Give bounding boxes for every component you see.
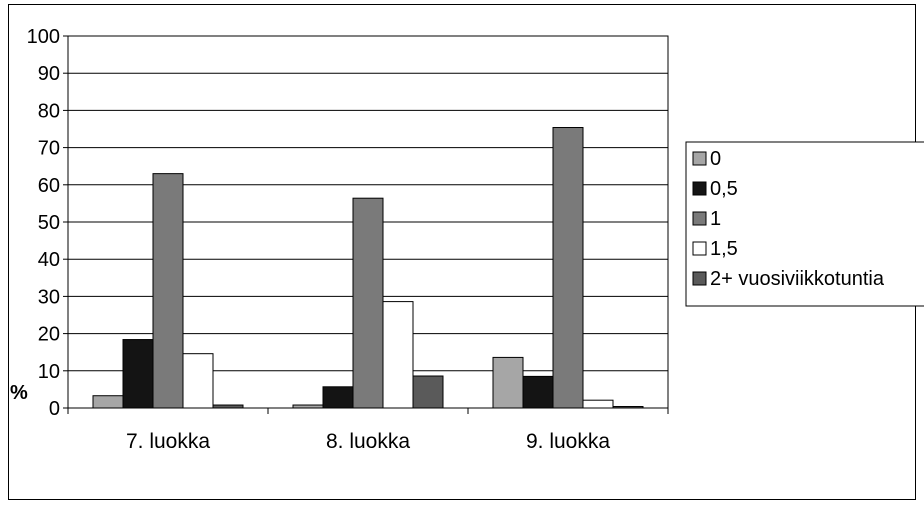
legend-box bbox=[685, 141, 924, 307]
legend-label: 1 bbox=[710, 208, 721, 230]
bar bbox=[152, 173, 184, 409]
y-tick-label: 50 bbox=[38, 212, 60, 234]
legend-swatch bbox=[692, 151, 707, 166]
y-axis-ticks: 0 10 20 30 40 50 60 70 80 90 100 bbox=[27, 26, 68, 420]
legend-swatch bbox=[692, 211, 707, 226]
y-tick-label: 80 bbox=[38, 100, 60, 122]
y-tick-label: 90 bbox=[38, 63, 60, 85]
y-tick-label: 100 bbox=[27, 26, 60, 48]
x-tick-label: 7. luokka bbox=[126, 430, 210, 453]
bar bbox=[212, 404, 244, 409]
bar bbox=[612, 406, 644, 409]
bar bbox=[492, 356, 524, 409]
legend-label: 0,5 bbox=[710, 178, 738, 200]
bar bbox=[522, 375, 554, 409]
legend: 0 0,5 1 1,5 2+ vuosiviikkotuntia bbox=[685, 141, 924, 307]
bar bbox=[182, 353, 214, 409]
y-tick-label: 70 bbox=[38, 138, 60, 160]
y-tick-label: 60 bbox=[38, 175, 60, 197]
y-tick-label: 10 bbox=[38, 361, 60, 383]
bar bbox=[122, 339, 154, 409]
bar bbox=[322, 386, 354, 409]
y-axis-label: % bbox=[10, 382, 28, 404]
legend-swatch bbox=[692, 241, 707, 256]
bar bbox=[92, 395, 124, 409]
bar bbox=[382, 301, 414, 409]
legend-label: 0 bbox=[710, 148, 721, 170]
bar bbox=[292, 404, 324, 409]
x-tick-label: 8. luokka bbox=[326, 430, 410, 453]
bar bbox=[412, 375, 444, 409]
bar bbox=[552, 127, 584, 409]
bar bbox=[352, 197, 384, 409]
legend-label: 1,5 bbox=[710, 238, 738, 260]
x-axis-labels: 7. luokka 8. luokka 9. luokka bbox=[67, 408, 669, 453]
bar bbox=[582, 399, 614, 409]
y-tick-label: 30 bbox=[38, 286, 60, 308]
legend-label: 2+ vuosiviikkotuntia bbox=[710, 268, 885, 290]
x-tick-label: 9. luokka bbox=[526, 430, 610, 453]
y-tick-label: 0 bbox=[49, 398, 60, 420]
legend-swatch bbox=[692, 181, 707, 196]
bars bbox=[92, 127, 644, 409]
y-tick-label: 40 bbox=[38, 249, 60, 271]
y-tick-label: 20 bbox=[38, 324, 60, 346]
legend-swatch bbox=[692, 271, 707, 286]
